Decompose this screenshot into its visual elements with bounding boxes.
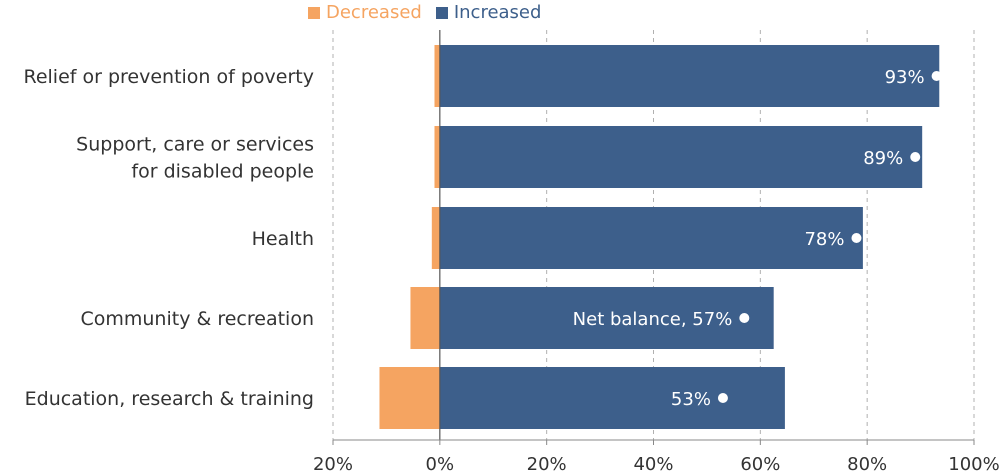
- x-tick-label-5: 80%: [847, 454, 887, 475]
- net-balance-marker-0: [932, 71, 942, 81]
- bar-decreased-3: [410, 287, 439, 349]
- bar-decreased-4: [379, 367, 439, 429]
- net-balance-marker-1: [910, 152, 920, 162]
- x-tick-label-0: 20%: [313, 454, 353, 475]
- category-label-1-1: for disabled people: [131, 161, 314, 183]
- net-balance-label-4: 53%: [671, 389, 711, 410]
- net-balance-marker-4: [718, 393, 728, 403]
- net-balance-marker-3: [739, 313, 749, 323]
- x-tick-label-4: 60%: [740, 454, 780, 475]
- x-tick-label-2: 20%: [527, 454, 567, 475]
- category-label-0-0: Relief or prevention of poverty: [23, 66, 314, 88]
- net-balance-label-3: Net balance, 57%: [573, 309, 733, 330]
- bar-increased-0: [440, 45, 939, 107]
- bar-increased-4: [440, 367, 785, 429]
- net-balance-marker-2: [851, 233, 861, 243]
- net-balance-label-2: 78%: [804, 229, 844, 250]
- bar-increased-1: [440, 126, 922, 188]
- net-balance-label-1: 89%: [863, 148, 903, 169]
- x-tick-label-6: 100%: [948, 454, 999, 475]
- category-label-4-0: Education, research & training: [25, 388, 314, 410]
- bar-decreased-2: [432, 207, 440, 269]
- x-tick-label-3: 40%: [633, 454, 673, 475]
- bar-decreased-1: [434, 126, 439, 188]
- x-tick-label-1: 0%: [426, 454, 455, 475]
- bar-increased-2: [440, 207, 863, 269]
- category-label-2-0: Health: [252, 228, 314, 250]
- net-balance-label-0: 93%: [885, 67, 925, 88]
- category-label-3-0: Community & recreation: [80, 308, 314, 330]
- category-label-1-0: Support, care or services: [76, 134, 314, 156]
- bar-decreased-0: [434, 45, 439, 107]
